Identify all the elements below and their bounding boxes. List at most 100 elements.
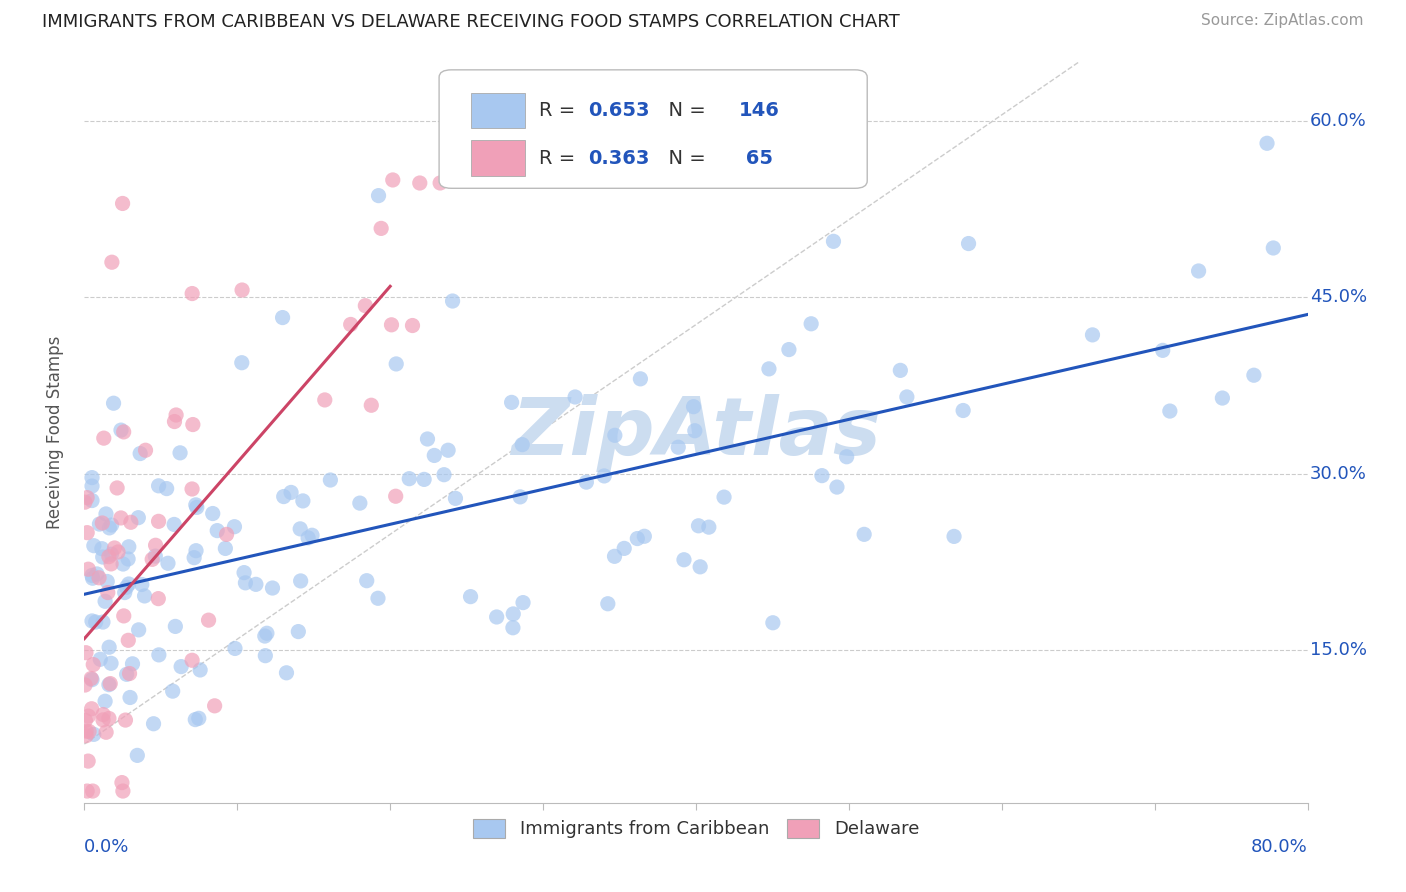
Point: [381, 173, 404, 187]
Point: [84, 615, 107, 629]
Point: [156, 556, 179, 570]
Point: [112, 557, 135, 571]
Point: [73, 678, 96, 692]
Point: [235, 575, 257, 590]
Point: [96, 574, 118, 589]
Point: [183, 550, 205, 565]
Point: [156, 482, 179, 496]
Point: [1187, 264, 1209, 278]
Point: [197, 613, 219, 627]
Point: [135, 443, 157, 458]
Point: [853, 527, 876, 541]
Point: [398, 472, 420, 486]
Point: [301, 528, 323, 542]
Point: [117, 552, 139, 566]
Point: [89, 517, 111, 532]
Point: [75, 646, 97, 660]
Point: [162, 684, 184, 698]
Point: [100, 657, 122, 671]
Text: 0.653: 0.653: [588, 101, 650, 120]
Text: N =: N =: [655, 149, 711, 168]
Point: [165, 619, 187, 633]
Point: [121, 657, 143, 671]
Point: [181, 482, 204, 496]
Point: [1081, 327, 1104, 342]
Point: [1263, 241, 1285, 255]
Point: [384, 489, 406, 503]
Point: [141, 552, 163, 566]
Point: [145, 538, 167, 552]
Point: [165, 408, 187, 422]
Point: [97, 549, 120, 564]
Point: [114, 713, 136, 727]
Point: [110, 423, 132, 437]
Point: [97, 585, 120, 599]
Point: [93, 431, 115, 445]
Point: [76, 784, 98, 798]
Point: [1159, 404, 1181, 418]
Point: [502, 607, 524, 621]
Point: [91, 549, 114, 564]
Point: [215, 527, 238, 541]
Point: [86, 566, 108, 581]
Point: [957, 236, 980, 251]
Point: [596, 597, 619, 611]
Point: [184, 498, 207, 512]
Point: [683, 424, 706, 438]
Point: [413, 472, 436, 486]
Point: [201, 507, 224, 521]
Point: [280, 485, 302, 500]
Point: [94, 694, 117, 708]
Text: 15.0%: 15.0%: [1310, 641, 1367, 659]
Point: [82, 571, 104, 585]
Point: [1243, 368, 1265, 383]
Point: [110, 511, 132, 525]
Point: [943, 529, 966, 543]
Point: [245, 577, 267, 591]
Point: [314, 392, 336, 407]
Point: [181, 417, 204, 432]
Point: [451, 173, 474, 187]
Point: [91, 516, 114, 530]
Point: [94, 594, 117, 608]
Point: [416, 432, 439, 446]
Point: [762, 615, 785, 630]
Point: [460, 590, 482, 604]
Text: 0.0%: 0.0%: [84, 838, 129, 856]
Point: [98, 521, 121, 535]
Point: [689, 559, 711, 574]
Point: [231, 356, 253, 370]
Point: [758, 362, 780, 376]
Point: [512, 596, 534, 610]
Text: N =: N =: [655, 101, 711, 120]
Point: [603, 428, 626, 442]
Point: [115, 667, 138, 681]
FancyBboxPatch shape: [439, 70, 868, 188]
Point: [77, 562, 100, 576]
Point: [98, 640, 121, 655]
Point: [82, 784, 104, 798]
Point: [163, 517, 186, 532]
Point: [224, 519, 246, 533]
Point: [107, 545, 129, 559]
Text: 146: 146: [738, 101, 780, 120]
Point: [401, 318, 423, 333]
Point: [356, 574, 378, 588]
Text: R =: R =: [540, 101, 582, 120]
FancyBboxPatch shape: [471, 93, 524, 128]
Point: [633, 529, 655, 543]
Point: [613, 541, 636, 556]
Point: [105, 481, 128, 495]
Point: [181, 653, 204, 667]
Point: [825, 480, 848, 494]
Text: 0.363: 0.363: [588, 149, 650, 168]
Point: [80, 673, 103, 687]
Point: [87, 571, 110, 585]
Point: [291, 494, 314, 508]
Point: [433, 467, 456, 482]
Point: [273, 490, 295, 504]
Point: [603, 549, 626, 564]
Point: [811, 468, 834, 483]
Point: [666, 440, 689, 454]
Point: [77, 754, 100, 768]
